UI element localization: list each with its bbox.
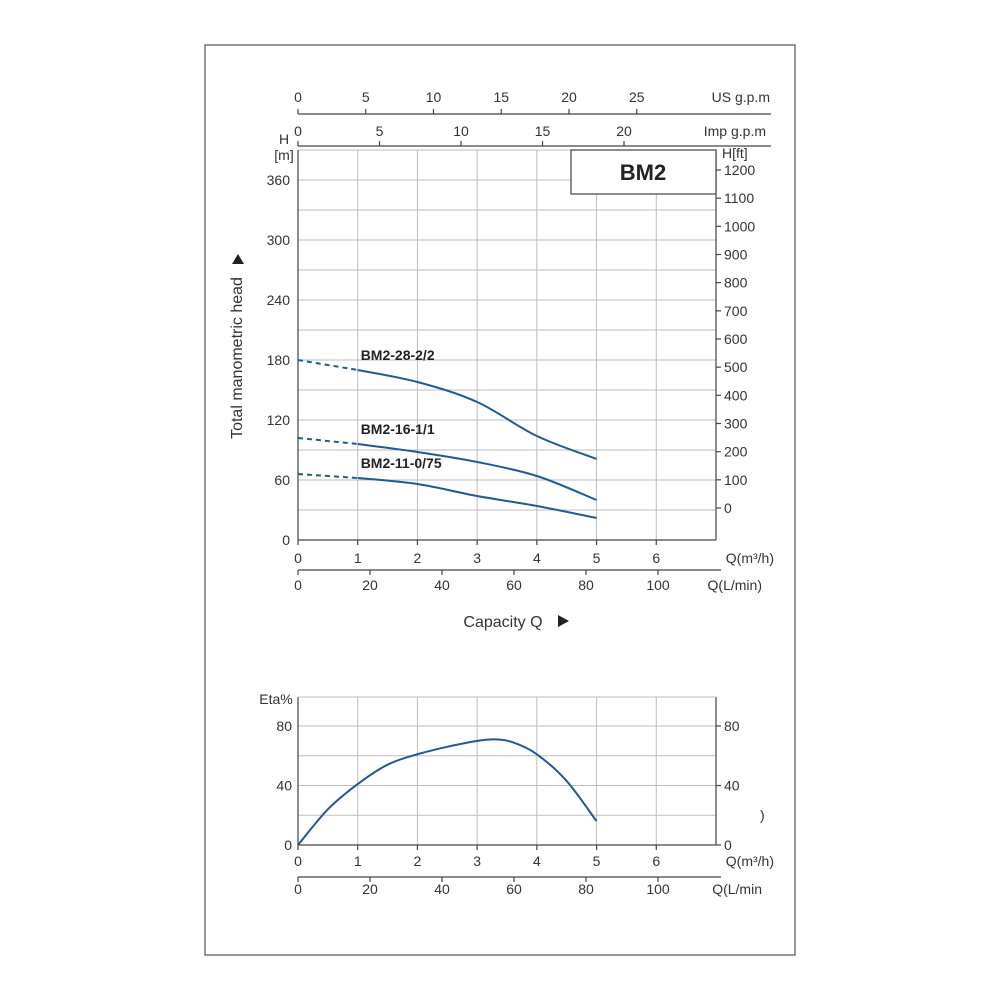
eff-m3h-tick-label-6: 6 <box>652 853 660 869</box>
eff-lmin-tick-label-5: 100 <box>646 881 670 897</box>
y-tick-label-4: 240 <box>267 292 291 308</box>
y-tick-label-6: 360 <box>267 172 291 188</box>
usgpm-tick-label-3: 15 <box>493 89 509 105</box>
eff-lmin-tick-label-4: 80 <box>578 881 594 897</box>
model-badge-label: BM2 <box>620 160 666 185</box>
eff-lmin-axis-label: Q(L/min <box>712 881 762 897</box>
impgpm-tick-label-1: 5 <box>376 123 384 139</box>
y-axis-symbol: H <box>279 131 289 147</box>
series-dashed-1 <box>297 437 358 445</box>
eff-right-tick-label-0: 0 <box>724 837 732 853</box>
series-label-0: BM2-28-2/2 <box>361 347 435 363</box>
lmin-tick-label-1: 20 <box>362 577 378 593</box>
lmin-tick-label-4: 80 <box>578 577 594 593</box>
ft-tick-label-5: 500 <box>724 359 748 375</box>
ft-tick-label-10: 1000 <box>724 218 755 234</box>
lmin-tick-label-2: 40 <box>434 577 450 593</box>
y-tick-label-2: 120 <box>267 412 291 428</box>
eff-right-tick-label-1: 40 <box>724 778 740 794</box>
m3h-tick-label-1: 1 <box>354 550 362 566</box>
x-title-arrow-icon <box>558 615 569 627</box>
m3h-tick-label-0: 0 <box>294 550 302 566</box>
eff-y-label: Eta% <box>259 691 292 707</box>
usgpm-tick-label-1: 5 <box>362 89 370 105</box>
y-axis-title: Total manometric head <box>229 277 246 439</box>
y-title-arrow-icon <box>232 254 244 264</box>
eff-m3h-tick-label-0: 0 <box>294 853 302 869</box>
series-line-0 <box>357 369 597 460</box>
series-label-2: BM2-11-0/75 <box>361 455 442 471</box>
impgpm-tick-label-2: 10 <box>453 123 469 139</box>
eff-y-tick-label-2: 80 <box>276 718 292 734</box>
eff-m3h-axis-label: Q(m³/h) <box>726 853 774 869</box>
ft-tick-label-7: 700 <box>724 303 748 319</box>
usgpm-tick-label-0: 0 <box>294 89 302 105</box>
eff-lmin-tick-label-1: 20 <box>362 881 378 897</box>
series-label-1: BM2-16-1/1 <box>361 421 435 437</box>
impgpm-tick-label-0: 0 <box>294 123 302 139</box>
m3h-tick-label-5: 5 <box>593 550 601 566</box>
impgpm-tick-label-3: 15 <box>535 123 551 139</box>
eff-lmin-tick-label-0: 0 <box>294 881 302 897</box>
lmin-axis-label: Q(L/min) <box>708 577 762 593</box>
eff-m3h-tick-label-2: 2 <box>414 853 422 869</box>
usgpm-axis-label: US g.p.m <box>712 89 770 105</box>
m3h-tick-label-4: 4 <box>533 550 541 566</box>
series-dashed-0 <box>297 359 358 371</box>
y-tick-label-5: 300 <box>267 232 291 248</box>
y-tick-label-0: 0 <box>282 532 290 548</box>
model-badge-box <box>570 149 717 195</box>
usgpm-tick-label-4: 20 <box>561 89 577 105</box>
ft-tick-label-12: 1200 <box>724 162 755 178</box>
eff-m3h-tick-label-3: 3 <box>473 853 481 869</box>
series-dashed-2 <box>297 473 358 479</box>
figure-border <box>204 44 796 956</box>
eff-right-tick-label-2: 80 <box>724 718 740 734</box>
usgpm-tick-label-5: 25 <box>629 89 645 105</box>
impgpm-tick-label-4: 20 <box>616 123 632 139</box>
efficiency-curve <box>297 738 598 846</box>
y-axis-unit: [m] <box>274 147 293 163</box>
ft-tick-label-0: 0 <box>724 500 732 516</box>
ft-tick-label-3: 300 <box>724 416 748 432</box>
ft-tick-label-6: 600 <box>724 331 748 347</box>
eff-y-tick-label-1: 40 <box>276 778 292 794</box>
ft-tick-label-2: 200 <box>724 444 748 460</box>
eff-m3h-tick-label-1: 1 <box>354 853 362 869</box>
ft-tick-label-8: 800 <box>724 275 748 291</box>
ft-tick-label-11: 1100 <box>724 190 754 206</box>
eff-right-note: ) <box>760 807 765 823</box>
series-line-1 <box>357 443 597 501</box>
m3h-tick-label-2: 2 <box>414 550 422 566</box>
impgpm-axis-label: Imp g.p.m <box>704 123 766 139</box>
lmin-tick-label-3: 60 <box>506 577 522 593</box>
eff-m3h-tick-label-4: 4 <box>533 853 541 869</box>
ft-tick-label-4: 400 <box>724 387 748 403</box>
lmin-tick-label-0: 0 <box>294 577 302 593</box>
usgpm-tick-label-2: 10 <box>426 89 442 105</box>
m3h-tick-label-6: 6 <box>652 550 660 566</box>
eff-lmin-tick-label-3: 60 <box>506 881 522 897</box>
y-tick-label-1: 60 <box>274 472 290 488</box>
m3h-axis-label: Q(m³/h) <box>726 550 774 566</box>
lmin-tick-label-5: 100 <box>646 577 670 593</box>
eff-lmin-tick-label-2: 40 <box>434 881 450 897</box>
x-axis-title: Capacity Q <box>463 614 542 631</box>
ft-tick-label-1: 100 <box>724 472 748 488</box>
eff-m3h-tick-label-5: 5 <box>593 853 601 869</box>
series-line-2 <box>357 477 597 519</box>
y-tick-label-3: 180 <box>267 352 291 368</box>
m3h-tick-label-3: 3 <box>473 550 481 566</box>
eff-y-tick-label-0: 0 <box>284 837 292 853</box>
ft-tick-label-9: 900 <box>724 247 748 263</box>
right-axis-label: H[ft] <box>722 145 748 161</box>
